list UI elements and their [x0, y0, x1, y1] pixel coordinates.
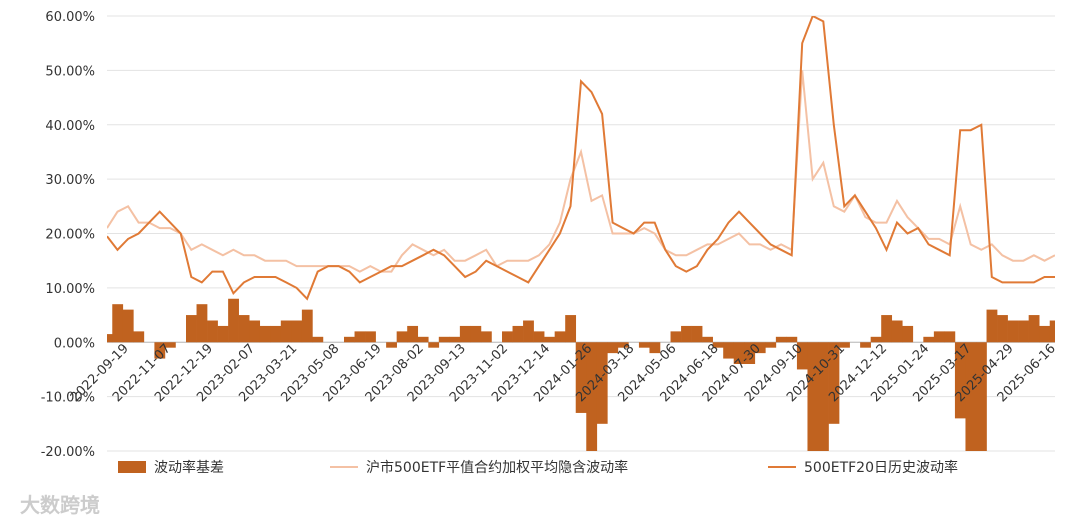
- bar: [533, 331, 545, 343]
- watermark: 大数跨境: [20, 493, 100, 517]
- bar: [786, 336, 798, 343]
- bar: [386, 342, 397, 348]
- y-tick-label: -20.00%: [41, 445, 95, 460]
- bar: [765, 342, 777, 348]
- bar: [544, 336, 555, 343]
- bar: [122, 309, 134, 343]
- bar: [670, 331, 682, 343]
- bar: [112, 304, 124, 343]
- bar: [196, 304, 208, 343]
- bar: [702, 336, 713, 343]
- plot-area: [107, 16, 1055, 451]
- line: [107, 16, 1055, 301]
- bar: [417, 336, 429, 343]
- bar: [923, 336, 935, 343]
- bar: [1049, 320, 1055, 343]
- bar: [712, 342, 724, 348]
- bar: [249, 320, 261, 343]
- bar: [164, 342, 176, 348]
- bar: [649, 342, 661, 354]
- bar: [607, 342, 619, 354]
- bar: [1039, 325, 1051, 343]
- bar: [502, 331, 513, 343]
- bar: [459, 325, 471, 343]
- bar: [575, 342, 587, 413]
- bar: [586, 342, 598, 451]
- bar: [238, 315, 250, 343]
- bar: [133, 331, 145, 343]
- y-tick-label: -10.00%: [41, 391, 95, 406]
- bar: [944, 331, 956, 343]
- y-tick-label: 30.00%: [45, 173, 95, 188]
- bar: [312, 336, 324, 343]
- bar: [480, 331, 492, 343]
- bar: [523, 320, 534, 343]
- bar: [860, 342, 871, 348]
- bar: [1007, 320, 1019, 343]
- bar: [691, 325, 703, 343]
- legend-label: 沪市500ETF平值合约加权平均隐含波动率: [366, 459, 628, 476]
- bar: [891, 320, 903, 343]
- bar: [986, 309, 998, 343]
- legend-label: 波动率基差: [154, 459, 224, 476]
- bar: [723, 342, 735, 359]
- y-tick-label: 20.00%: [45, 228, 95, 243]
- bar: [733, 342, 745, 364]
- bar: [902, 325, 914, 343]
- bar: [512, 325, 524, 343]
- y-tick-label: 0.00%: [54, 336, 95, 351]
- bar: [1028, 315, 1040, 343]
- legend-label: 500ETF20日历史波动率: [804, 459, 958, 476]
- bar: [638, 342, 650, 348]
- bar: [470, 325, 482, 343]
- bar: [291, 320, 303, 343]
- bar: [270, 325, 282, 343]
- bar: [217, 325, 229, 343]
- bar: [280, 320, 292, 343]
- bar: [107, 334, 113, 343]
- bar: [354, 331, 366, 343]
- bar: [744, 342, 756, 364]
- line: [107, 70, 1055, 273]
- bar: [617, 342, 629, 348]
- bar: [554, 331, 566, 343]
- bar: [407, 325, 419, 343]
- y-tick-label: 50.00%: [45, 64, 95, 79]
- bar: [870, 336, 882, 343]
- bar: [976, 342, 987, 451]
- bar: [839, 342, 850, 348]
- bar: [344, 336, 355, 343]
- bar: [228, 298, 239, 343]
- bar: [997, 315, 1008, 343]
- bar: [449, 336, 461, 343]
- bar: [796, 342, 808, 370]
- legend-swatch: [118, 461, 146, 473]
- y-tick-label: 10.00%: [45, 282, 95, 297]
- y-tick-label: 40.00%: [45, 119, 95, 134]
- bar: [828, 342, 840, 424]
- bar: [681, 325, 692, 343]
- bar: [807, 342, 819, 451]
- bar: [301, 309, 313, 343]
- bar: [1018, 320, 1029, 343]
- bar: [881, 315, 893, 343]
- bar: [754, 342, 766, 354]
- bar: [207, 320, 218, 343]
- bar: [438, 336, 450, 343]
- bar: [596, 342, 608, 424]
- bar: [775, 336, 787, 343]
- y-tick-label: 60.00%: [45, 10, 95, 25]
- bar: [186, 315, 197, 343]
- bar: [965, 342, 977, 451]
- bar: [396, 331, 408, 343]
- bar: [154, 342, 166, 359]
- bar: [428, 342, 440, 348]
- bar: [818, 342, 829, 451]
- bar: [365, 331, 376, 343]
- bar: [565, 315, 577, 343]
- bar: [954, 342, 966, 419]
- bar: [259, 325, 271, 343]
- bar: [933, 331, 945, 343]
